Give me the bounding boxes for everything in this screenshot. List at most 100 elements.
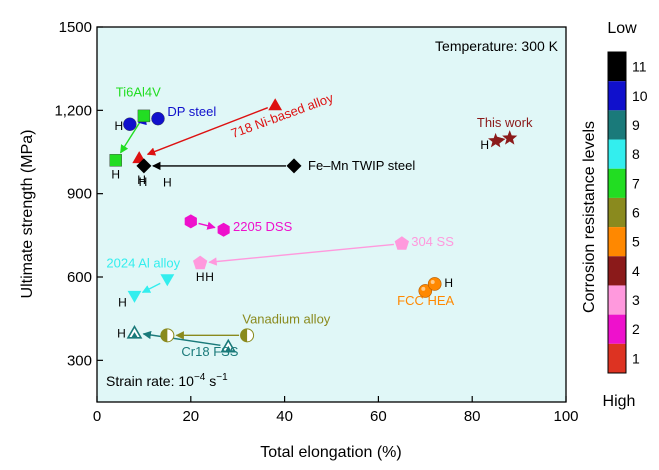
y-tick-label: 300 (67, 352, 92, 369)
series-label-vanadium-alloy: Vanadium alloy (242, 312, 330, 327)
arrow-2205-dss (198, 221, 216, 230)
colorbar-swatch-1 (608, 343, 626, 373)
point-cr18-fss-hydrogen-fill (131, 332, 138, 338)
x-tick-label: 20 (182, 408, 199, 425)
series-label-dp-steel: DP steel (167, 104, 216, 119)
hydrogen-label: H (114, 119, 123, 133)
point-fe-mn-twip-steel-hydrogen (136, 158, 152, 174)
point-vanadium-alloy-reference-fill (240, 328, 248, 342)
hydrogen-label: H (117, 327, 126, 341)
colorbar-level-label: 9 (632, 117, 640, 133)
colorbar-swatch-8 (608, 139, 626, 169)
colorbar-level-label: 8 (632, 146, 640, 162)
colorbar-bottom-label: High (603, 393, 636, 410)
arrow-cr18-fss (142, 330, 221, 346)
point-fcc-hea-hydrogen (427, 277, 442, 291)
colorbar-swatch-6 (608, 197, 626, 228)
colorbar-swatch-4 (608, 256, 626, 286)
point-2024-al-alloy-hydrogen (127, 290, 142, 303)
point-718-ni-based-alloy-reference (268, 98, 283, 111)
series-label-this-work: This work (477, 115, 533, 130)
x-axis-ticks: 0 20 40 60 80 100 (93, 396, 579, 425)
hydrogen-label: H (118, 295, 127, 309)
markers-layer (109, 98, 518, 353)
hydrogen-label: H (196, 270, 205, 284)
x-tick-label: 60 (370, 408, 387, 425)
y-axis-ticks: 300 600 900 1,200 1500 (54, 19, 103, 369)
arrow-2024-al-alloy (141, 282, 161, 293)
colorbar-swatch-9 (608, 110, 626, 140)
hydrogen-label: H (111, 167, 120, 181)
colorbar-level-label: 11 (632, 59, 647, 75)
point-cr18-fss-reference-fill (225, 345, 232, 352)
point-2205-dss-reference (184, 214, 197, 229)
hydrogen-label: H (163, 176, 172, 190)
y-tick-label: 900 (67, 186, 92, 203)
arrows-layer (119, 107, 506, 346)
series-label-2024-al-alloy: 2024 Al alloy (106, 255, 180, 270)
series-label-2205-dss: 2205 DSS (233, 219, 293, 234)
colorbar-level-label: 10 (632, 88, 648, 104)
point-fcc-hea-hydrogen-highlight (430, 279, 435, 284)
y-tick-label: 1500 (59, 19, 92, 36)
colorbar-swatch-5 (608, 227, 626, 257)
plot-area (97, 27, 566, 402)
series-label-ti6al4v: Ti6Al4V (116, 84, 161, 99)
arrow-ti6al4v (119, 122, 141, 154)
colorbar-frame (607, 51, 627, 374)
colorbar-swatch-2 (608, 314, 626, 344)
hydrogen-label: H (205, 270, 214, 284)
x-tick-label: 40 (276, 408, 293, 425)
strain-rate-annotation: Strain rate: 10−4 s−1 (106, 372, 228, 389)
arrow-this-work (496, 136, 506, 145)
point-fcc-hea-reference-highlight (421, 286, 426, 291)
hydrogen-label: H (444, 276, 453, 290)
colorbar-swatch-10 (608, 81, 626, 111)
point-this-work-hydrogen (488, 132, 504, 148)
point-this-work-reference (502, 130, 518, 145)
colorbar-level-label: 7 (632, 175, 640, 191)
point-2205-dss-hydrogen (217, 222, 230, 237)
point-dp-steel-reference (151, 111, 165, 126)
temperature-annotation: Temperature: 300 K (435, 38, 559, 54)
colorbar-level-label: 4 (632, 263, 640, 279)
colorbar-swatch-11 (608, 52, 626, 82)
colorbar-title: Corrosion resistance levels (581, 121, 598, 313)
x-axis-label: Total elongation (%) (260, 444, 401, 461)
series-label-cr18-fss: Cr18 FSS (181, 344, 238, 359)
colorbar: 11 10 9 8 7 6 5 4 3 2 1 (607, 51, 648, 374)
point-2024-al-alloy-reference (160, 274, 175, 287)
y-axis-label: Ultimate strength (MPa) (19, 130, 36, 299)
point-fe-mn-twip-steel-reference (286, 158, 302, 174)
point-ti6al4v-reference (137, 109, 151, 123)
colorbar-swatch-7 (608, 168, 626, 198)
colorbar-level-label: 3 (632, 292, 640, 308)
colorbar-level-label: 5 (632, 234, 640, 250)
colorbar-level-label: 2 (632, 321, 640, 337)
series-label-304-ss: 304 SS (411, 234, 454, 249)
point-vanadium-alloy-hydrogen-fill (160, 328, 168, 342)
point-dp-steel-hydrogen (123, 117, 137, 131)
colorbar-level-label: 6 (632, 205, 640, 221)
plot-frame (96, 26, 567, 403)
x-tick-label: 0 (93, 408, 101, 425)
colorbar-level-label: 1 (632, 350, 640, 366)
hydrogen-label: H (137, 173, 146, 187)
hydrogen-label: H (139, 175, 148, 189)
arrow-304-ss (208, 243, 394, 266)
series-label-fcc-hea: FCC HEA (397, 293, 454, 308)
y-tick-label: 600 (67, 269, 92, 286)
point-304-ss-reference (394, 236, 409, 250)
x-tick-label: 100 (553, 408, 578, 425)
arrow-718-ni-based-alloy (146, 107, 269, 156)
x-tick-label: 80 (464, 408, 481, 425)
hydrogen-label: H (480, 138, 489, 152)
point-304-ss-hydrogen (193, 255, 208, 270)
colorbar-swatch-3 (608, 285, 626, 315)
colorbar-top-label: Low (607, 20, 637, 37)
point-ti6al4v-hydrogen (109, 154, 122, 167)
y-tick-label: 1,200 (54, 102, 92, 119)
series-label-fe-mn-twip-steel: Fe–Mn TWIP steel (308, 158, 415, 173)
